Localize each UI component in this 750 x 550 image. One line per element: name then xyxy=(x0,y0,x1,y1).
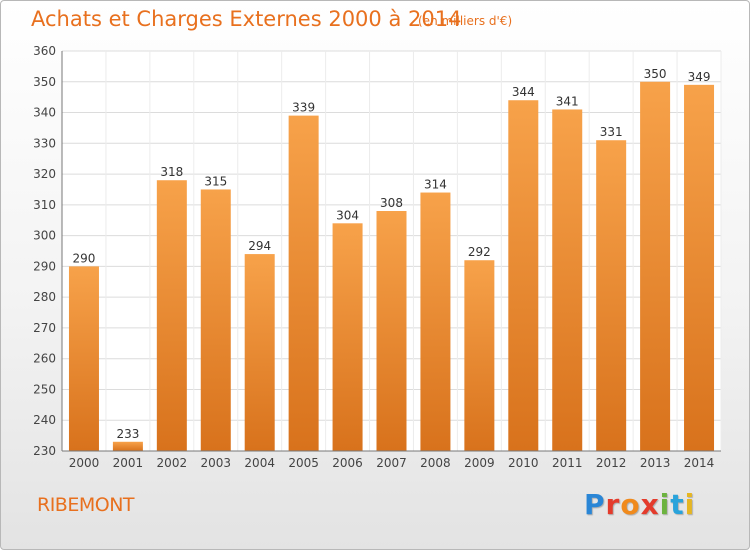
logo-letter: x xyxy=(640,488,660,521)
x-tick-label: 2008 xyxy=(420,456,451,470)
bar-2004 xyxy=(244,254,275,451)
bar-2001 xyxy=(112,441,143,451)
value-label: 350 xyxy=(644,67,667,81)
y-tick-label: 270 xyxy=(33,321,56,335)
x-tick-label: 2010 xyxy=(508,456,539,470)
value-label: 233 xyxy=(116,427,139,441)
value-label: 294 xyxy=(248,239,271,253)
value-label: 314 xyxy=(424,178,447,192)
value-label: 318 xyxy=(160,165,183,179)
commune-name: RIBEMONT xyxy=(37,494,135,516)
value-label: 304 xyxy=(336,208,359,222)
x-tick-label: 2009 xyxy=(464,456,495,470)
x-tick-label: 2001 xyxy=(113,456,144,470)
value-label: 349 xyxy=(688,70,711,84)
logo-letter: i xyxy=(659,488,671,521)
y-tick-label: 300 xyxy=(33,229,56,243)
x-tick-label: 2002 xyxy=(157,456,188,470)
bar-2010 xyxy=(508,100,539,451)
logo-letter: r xyxy=(605,488,621,521)
x-tick-label: 2007 xyxy=(376,456,407,470)
y-tick-label: 310 xyxy=(33,198,56,212)
logo-letter: o xyxy=(620,488,641,521)
value-label: 339 xyxy=(292,101,315,115)
value-label: 341 xyxy=(556,94,579,108)
bar-2012 xyxy=(596,140,627,451)
chart-subtitle: (en milliers d'€) xyxy=(418,14,513,28)
value-label: 344 xyxy=(512,85,535,99)
bar-2005 xyxy=(288,115,319,451)
y-tick-label: 250 xyxy=(33,382,56,396)
x-tick-label: 2003 xyxy=(200,456,231,470)
y-tick-label: 320 xyxy=(33,167,56,181)
y-tick-label: 290 xyxy=(33,259,56,273)
x-tick-label: 2012 xyxy=(596,456,627,470)
x-tick-label: 2005 xyxy=(288,456,319,470)
bar-2011 xyxy=(552,109,583,451)
x-tick-label: 2014 xyxy=(684,456,715,470)
y-tick-label: 240 xyxy=(33,413,56,427)
logo-letter: i xyxy=(684,488,696,521)
logo-letter: P xyxy=(584,488,606,521)
value-label: 308 xyxy=(380,196,403,210)
logo-letter: t xyxy=(670,488,685,521)
axes: 230 240 250 260 270 280 290 300 310 320 330 340 350 3… xyxy=(33,44,721,470)
x-tick-label: 2013 xyxy=(640,456,671,470)
x-tick-label: 2004 xyxy=(244,456,275,470)
x-tick-label: 2006 xyxy=(332,456,363,470)
y-tick-label: 340 xyxy=(33,106,56,120)
chart-title: Achats et Charges Externes 2000 à 2014 xyxy=(31,7,462,31)
bar-2006 xyxy=(332,223,363,451)
bar-2008 xyxy=(420,192,451,452)
y-tick-label: 230 xyxy=(33,444,56,458)
bar-2014 xyxy=(684,84,715,451)
bars xyxy=(68,81,715,452)
value-label: 290 xyxy=(73,251,96,265)
value-label: 331 xyxy=(600,125,623,139)
bar-2002 xyxy=(156,180,187,451)
value-label: 315 xyxy=(204,174,227,188)
y-tick-label: 360 xyxy=(33,44,56,58)
y-tick-label: 280 xyxy=(33,290,56,304)
proxiti-logo: Proxiti xyxy=(584,488,695,521)
bar-2009 xyxy=(464,260,495,451)
y-tick-label: 350 xyxy=(33,75,56,89)
bar-2000 xyxy=(68,266,99,451)
bar-2003 xyxy=(200,189,231,451)
x-tick-label: 2000 xyxy=(69,456,100,470)
bar-2007 xyxy=(376,211,407,451)
x-tick-label: 2011 xyxy=(552,456,583,470)
bar-2013 xyxy=(640,81,671,452)
value-label: 292 xyxy=(468,245,491,259)
y-tick-label: 330 xyxy=(33,136,56,150)
y-tick-label: 260 xyxy=(33,352,56,366)
